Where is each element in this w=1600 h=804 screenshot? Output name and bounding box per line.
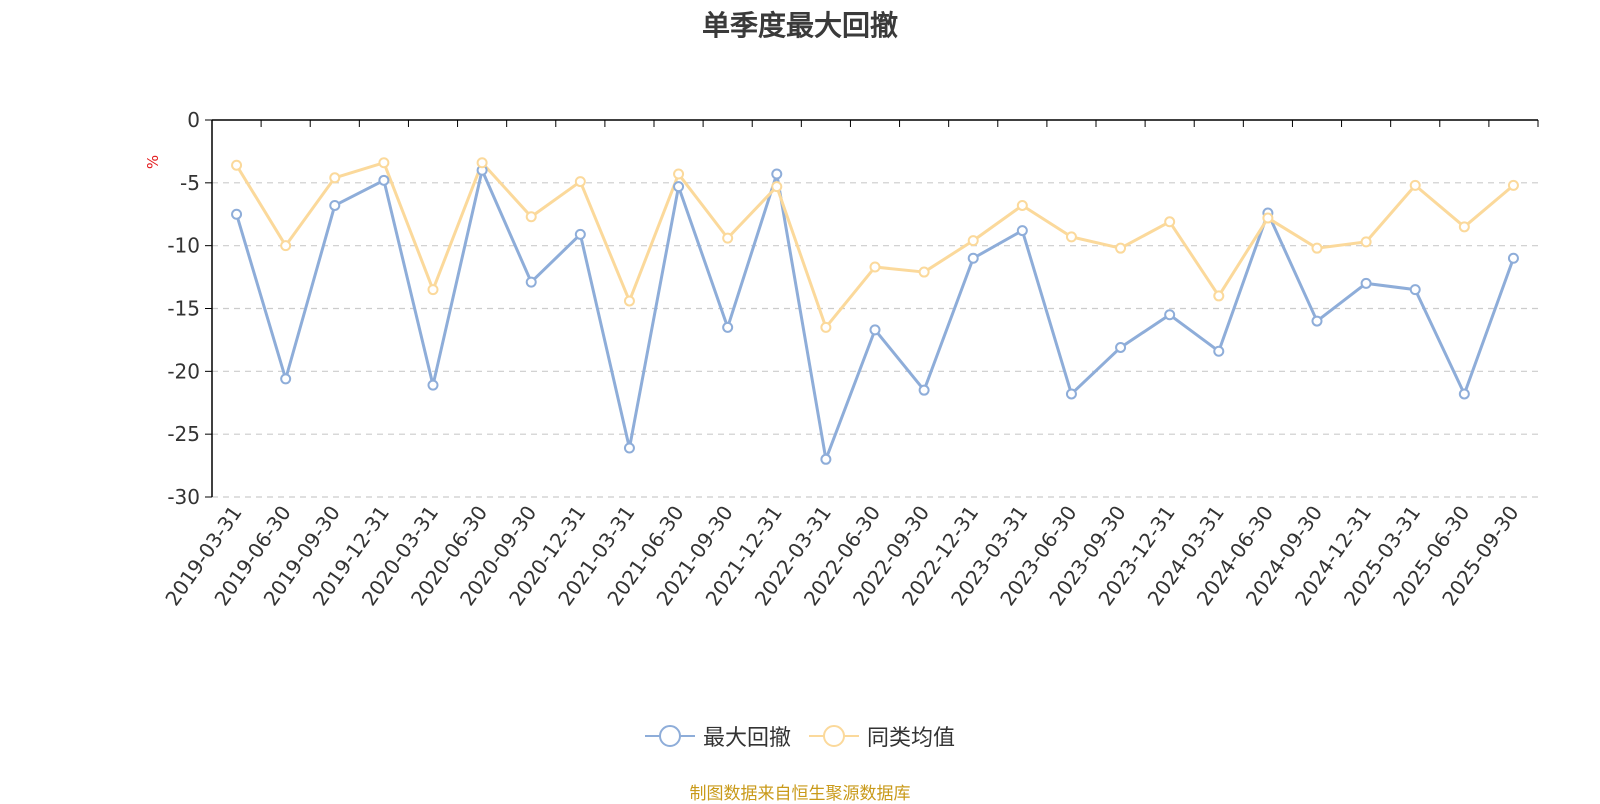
series-1-point (623, 442, 635, 454)
series-1-point (427, 379, 439, 391)
series-1-point (525, 276, 537, 288)
series-1-point (378, 174, 390, 186)
series-2-point (869, 261, 881, 273)
series-2-point (722, 232, 734, 244)
series-2-point (1262, 212, 1274, 224)
y-axis-unit: % (144, 155, 162, 169)
series-line-1 (235, 168, 1515, 461)
series-1-point (1164, 309, 1176, 321)
legend-series1-icon (644, 725, 695, 747)
series-2-point (918, 266, 930, 278)
chart-title: 单季度最大回撤 (701, 9, 898, 42)
series-1-point (1458, 388, 1470, 400)
series-2-point (231, 159, 243, 171)
series-1-point (1065, 388, 1077, 400)
series-1-point (967, 252, 979, 264)
data-source-note: 制图数据来自恒生聚源数据库 (689, 784, 911, 804)
series-1-point (1311, 315, 1323, 327)
series-1-point (1360, 277, 1372, 289)
y-tick-label: -10 (167, 234, 200, 258)
series-2-point (623, 295, 635, 307)
series-2-point (1016, 199, 1028, 211)
series-2-point (1115, 242, 1127, 254)
series-1-point (771, 168, 783, 180)
series-1-point (280, 373, 292, 385)
y-tick-label: -25 (167, 422, 200, 446)
series-2-point (476, 157, 488, 169)
legend-item-max-drawdown[interactable]: 最大回撤 (644, 720, 791, 752)
series-1-point (1213, 345, 1225, 357)
series-2-point (1213, 290, 1225, 302)
legend-label-series2: 同类均值 (867, 726, 956, 751)
series-2-point (967, 235, 979, 247)
y-tick-label: -15 (167, 297, 200, 321)
series-2-point (1164, 216, 1176, 228)
series-1-point (1016, 225, 1028, 237)
series-1-point (1409, 284, 1421, 296)
series-2-point (329, 172, 341, 184)
series-1-point (574, 228, 586, 240)
series-2-point (1458, 221, 1470, 233)
legend-series2-icon (809, 725, 859, 747)
legend-item-peer-average[interactable]: 同类均值 (809, 720, 955, 752)
series-2-point (280, 240, 292, 252)
series-2-point (574, 176, 586, 188)
series-1-point (1115, 341, 1127, 353)
series-1-point (820, 453, 832, 465)
series-1-point (329, 199, 341, 211)
series-1-point (673, 181, 685, 193)
series-2-point (427, 284, 439, 296)
legend: 最大回撤 同类均值 (0, 720, 1600, 752)
series-2-point (378, 157, 390, 169)
series-line-2 (235, 161, 1515, 329)
series-2-point (1409, 179, 1421, 191)
series-2-point (1065, 231, 1077, 243)
series-2-point (820, 321, 832, 333)
series-2-point (1360, 236, 1372, 248)
series-2-point (771, 181, 783, 193)
series-1-point (231, 208, 243, 220)
y-tick-label: -30 (167, 485, 200, 509)
y-tick-label: -20 (167, 359, 200, 383)
series-1-point (869, 324, 881, 336)
series-2-point (525, 211, 537, 223)
y-tick-label: -5 (180, 171, 200, 195)
legend-label-series1: 最大回撤 (702, 726, 791, 751)
series-1-point (1507, 252, 1519, 264)
series-2-point (1311, 242, 1323, 254)
series-2-point (673, 168, 685, 180)
y-tick-label: 0 (187, 108, 200, 132)
series-1-point (722, 321, 734, 333)
series-1-point (918, 384, 930, 396)
series-2-point (1507, 179, 1519, 191)
